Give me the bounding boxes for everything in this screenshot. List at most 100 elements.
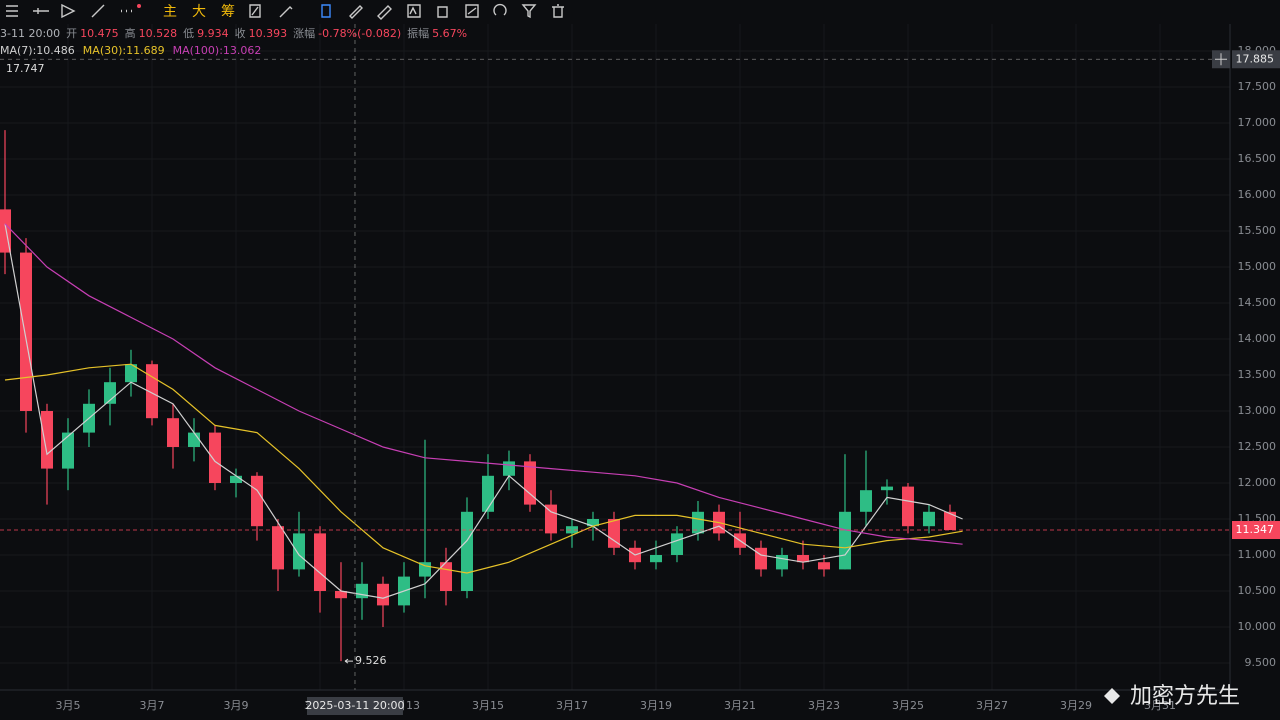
candle-body bbox=[586, 518, 599, 527]
candle-body bbox=[187, 432, 200, 447]
tool-icon[interactable] bbox=[493, 3, 507, 16]
info-text: 收 bbox=[235, 26, 246, 40]
x-tick-label: 3月29 bbox=[1060, 699, 1092, 712]
candle-body bbox=[292, 533, 305, 570]
crosshair-add-icon bbox=[1215, 53, 1227, 66]
candle-body bbox=[124, 364, 137, 383]
candle-body bbox=[565, 526, 578, 534]
y-tick-label: 10.500 bbox=[1238, 584, 1277, 597]
y-tick-label: 9.500 bbox=[1245, 656, 1277, 669]
candle-body bbox=[208, 432, 221, 483]
info-text: 3-11 20:00 bbox=[0, 27, 60, 40]
tool-icon[interactable] bbox=[407, 4, 421, 18]
min-label: 9.526 bbox=[355, 654, 387, 667]
candle-body bbox=[649, 554, 662, 563]
legend-entry: MA(30):11.689 bbox=[83, 44, 165, 57]
candle-body bbox=[0, 209, 11, 253]
more-dot bbox=[137, 4, 141, 8]
watermark-logo bbox=[1104, 688, 1120, 704]
tool-icon[interactable] bbox=[465, 4, 479, 18]
candle-body bbox=[460, 511, 473, 591]
delete-icon[interactable] bbox=[552, 4, 564, 18]
tool-icon[interactable] bbox=[249, 4, 261, 18]
candle-body bbox=[376, 583, 389, 606]
x-tick-label: 3月15 bbox=[472, 699, 504, 712]
candle-body bbox=[355, 583, 368, 599]
plot-area bbox=[0, 0, 1230, 690]
info-text: 低 bbox=[183, 27, 194, 40]
info-text: 涨幅 bbox=[293, 27, 315, 40]
x-tick-label: 3月25 bbox=[892, 699, 924, 712]
candle-body bbox=[607, 518, 620, 548]
y-tick-label: 17.500 bbox=[1238, 80, 1277, 93]
toolbar: 主 大 筹 bbox=[0, 0, 1280, 24]
crosshair-x-label: 2025-03-11 20:00 bbox=[305, 699, 404, 712]
x-tick-label: 3月27 bbox=[976, 699, 1008, 712]
last-price-box bbox=[1232, 521, 1280, 540]
tool-icon[interactable] bbox=[349, 5, 363, 19]
y-tick-label: 11.000 bbox=[1238, 548, 1277, 561]
tool-icon[interactable] bbox=[321, 4, 331, 18]
ma-line bbox=[4, 223, 963, 599]
y-tick-label: 10.000 bbox=[1238, 620, 1277, 633]
x-tick-label: 3月21 bbox=[724, 699, 756, 712]
candle-body bbox=[838, 511, 851, 570]
info-text: -0.78%(-0.082) bbox=[318, 27, 401, 40]
candle-body bbox=[166, 418, 179, 447]
tool-icon[interactable] bbox=[279, 6, 293, 18]
watermark: 加密方先生 bbox=[1104, 684, 1240, 709]
crosshair-y-box bbox=[1232, 50, 1280, 69]
candle-body bbox=[502, 461, 515, 476]
candle-body bbox=[901, 486, 914, 527]
trend-tool[interactable] bbox=[91, 4, 105, 18]
candle-body bbox=[691, 511, 704, 534]
toolbar-button[interactable]: 主 bbox=[163, 4, 177, 20]
y-tick-label: 14.000 bbox=[1238, 332, 1277, 345]
legend-entry: MA(7):10.486 bbox=[0, 44, 75, 57]
candle-body bbox=[250, 475, 263, 527]
info-text: 高 bbox=[125, 26, 136, 40]
toolbar-bg bbox=[0, 0, 1280, 24]
y-tick-label: 15.500 bbox=[1238, 224, 1277, 237]
watermark-text: 加密方先生 bbox=[1130, 684, 1240, 709]
tool-icon[interactable] bbox=[437, 6, 448, 18]
filter-icon[interactable] bbox=[521, 4, 537, 19]
candle-body bbox=[61, 432, 74, 469]
x-tick-label: 3月5 bbox=[55, 699, 80, 712]
candle-body bbox=[670, 533, 683, 555]
y-tick-label: 12.500 bbox=[1238, 440, 1277, 453]
y-tick-label: 17.000 bbox=[1238, 116, 1277, 129]
line-tool[interactable] bbox=[33, 8, 49, 14]
candle-body bbox=[922, 511, 935, 527]
toolbar-button[interactable]: 筹 bbox=[221, 3, 235, 20]
y-tick-label: 13.000 bbox=[1238, 404, 1277, 417]
candle-body bbox=[313, 533, 326, 591]
y-tick-label: 15.000 bbox=[1238, 260, 1277, 273]
y-tick-label: 12.000 bbox=[1238, 476, 1277, 489]
ray-tool[interactable] bbox=[61, 3, 76, 19]
max-label: 17.747 bbox=[6, 62, 45, 75]
candle-body bbox=[40, 410, 53, 469]
info-text: 9.934 bbox=[197, 27, 229, 40]
info-text: 10.528 bbox=[139, 27, 178, 40]
y-tick-label: 14.500 bbox=[1238, 296, 1277, 309]
candle-body bbox=[880, 486, 893, 491]
tool-icon[interactable] bbox=[377, 5, 392, 20]
x-tick-label: 3月17 bbox=[556, 699, 588, 712]
toolbar-button[interactable]: 大 bbox=[192, 4, 206, 20]
ma-line bbox=[4, 223, 963, 545]
last-price-label: 11.347 bbox=[1236, 523, 1275, 536]
info-bar: 3-11 20:00 开 10.475 高 10.528 低 9.934 收 10.393 涨幅 -… bbox=[0, 26, 467, 40]
candle-body bbox=[943, 511, 956, 531]
y-tick-label: 16.000 bbox=[1238, 188, 1277, 201]
candle-body bbox=[334, 590, 347, 599]
menu-icon[interactable] bbox=[6, 5, 18, 17]
candle-body bbox=[145, 364, 158, 419]
legend: MA(7):10.486 MA(30):11.689 MA(100):13.062 bbox=[0, 44, 261, 57]
candle-body bbox=[523, 461, 536, 505]
x-tick-label: 3月23 bbox=[808, 699, 840, 712]
y-tick-label: 16.500 bbox=[1238, 152, 1277, 165]
candle-body bbox=[817, 562, 830, 570]
candle-body bbox=[544, 504, 557, 534]
